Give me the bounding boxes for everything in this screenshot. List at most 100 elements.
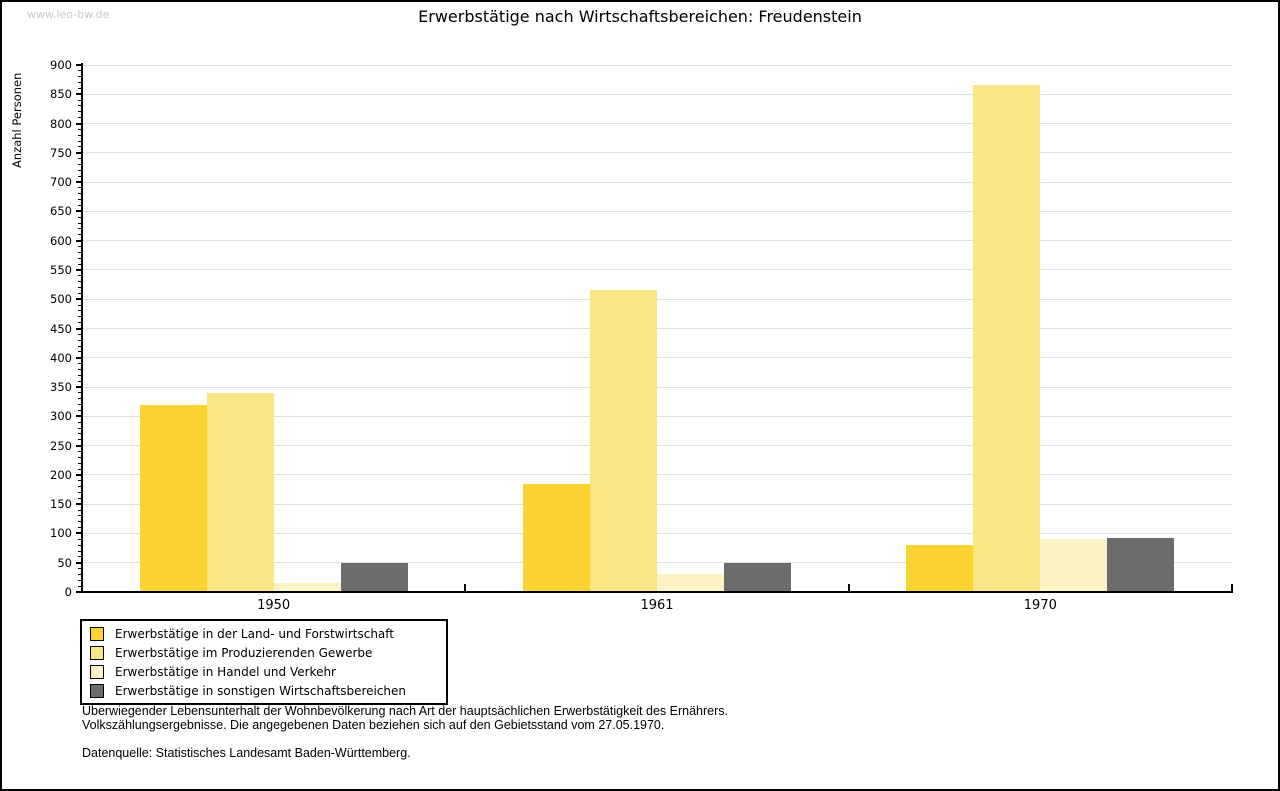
y-axis-minor-tick: [78, 117, 82, 119]
footer-line-2: Volkszählungsergebnisse. Die angegebenen…: [82, 718, 665, 732]
y-axis-minor-tick: [78, 579, 82, 581]
legend-swatch-icon: [90, 626, 104, 641]
y-axis-major-tick: [76, 356, 82, 359]
y-tick-label: 300: [50, 409, 72, 424]
bar-1961-series-3: [657, 574, 724, 592]
y-axis-minor-tick: [78, 468, 82, 470]
legend-item-4: Erwerbstätige in sonstigen Wirtschaftsbe…: [82, 681, 446, 700]
legend-swatch-icon: [90, 645, 104, 660]
y-axis-minor-tick: [78, 333, 82, 335]
y-axis-major-tick: [76, 210, 82, 213]
y-axis-minor-tick: [78, 527, 82, 529]
y-axis-minor-tick: [78, 556, 82, 558]
legend-label: Erwerbstätige in Handel und Verkehr: [115, 664, 336, 679]
y-tick-label: 0: [64, 585, 72, 599]
y-axis-minor-tick: [78, 421, 82, 423]
y-axis-line: [81, 63, 83, 593]
y-tick-label: 600: [50, 233, 72, 248]
legend-item-3: Erwerbstätige in Handel und Verkehr: [82, 662, 446, 681]
y-gridline: [83, 64, 1232, 66]
y-axis-minor-tick: [78, 281, 82, 283]
y-tick-label: 400: [50, 350, 72, 365]
y-axis-minor-tick: [78, 257, 82, 259]
watermark-url: www.leo-bw.de: [27, 8, 110, 21]
y-tick-label: 50: [57, 555, 72, 570]
y-gridline: [83, 357, 1232, 359]
y-axis-minor-tick: [78, 316, 82, 318]
y-axis-minor-tick: [78, 404, 82, 406]
legend-swatch-icon: [90, 664, 104, 679]
y-axis-minor-tick: [78, 292, 82, 294]
y-axis-minor-tick: [78, 263, 82, 265]
footer-line-1: Überwiegender Lebensunterhalt der Wohnbe…: [82, 704, 728, 718]
y-tick-label: 350: [50, 380, 72, 395]
y-gridline: [83, 298, 1232, 300]
y-axis-minor-tick: [78, 134, 82, 136]
y-axis-minor-tick: [78, 345, 82, 347]
y-tick-label: 850: [50, 87, 72, 102]
bar-1961-series-4: [724, 562, 791, 592]
y-axis-minor-tick: [78, 392, 82, 394]
y-axis-minor-tick: [78, 322, 82, 324]
y-axis-minor-tick: [78, 251, 82, 253]
y-tick-label: 750: [50, 145, 72, 160]
y-axis-major-tick: [76, 93, 82, 96]
y-axis-minor-tick: [78, 246, 82, 248]
y-axis-minor-tick: [78, 544, 82, 546]
y-axis-minor-tick: [78, 480, 82, 482]
y-tick-label: 800: [50, 116, 72, 131]
y-axis-major-tick: [76, 327, 82, 330]
y-axis-major-tick: [76, 561, 82, 564]
bar-1950-series-2: [206, 392, 274, 592]
y-axis-minor-tick: [78, 304, 82, 306]
y-axis-minor-tick: [78, 573, 82, 575]
x-axis-boundary-tick: [1231, 584, 1233, 591]
y-axis-minor-tick: [78, 164, 82, 166]
legend: Erwerbstätige in der Land- und Forstwirt…: [80, 619, 448, 705]
x-axis-boundary-tick: [847, 584, 850, 591]
y-tick-label: 500: [50, 292, 72, 307]
y-gridline: [83, 93, 1232, 95]
y-axis-minor-tick: [78, 199, 82, 201]
y-gridline: [83, 532, 1232, 534]
y-tick-label: 250: [50, 438, 72, 453]
y-axis-major-tick: [76, 151, 82, 154]
y-axis-minor-tick: [78, 205, 82, 207]
y-axis-minor-tick: [78, 374, 82, 376]
legend-label: Erwerbstätige in der Land- und Forstwirt…: [115, 626, 394, 641]
y-axis-major-tick: [76, 503, 82, 506]
y-axis-minor-tick: [78, 427, 82, 429]
x-tick-label: 1950: [257, 598, 291, 613]
y-gridline: [83, 240, 1232, 242]
y-axis-minor-tick: [78, 146, 82, 148]
y-gridline: [83, 415, 1232, 417]
y-axis-major-tick: [76, 415, 82, 418]
y-tick-label: 450: [50, 321, 72, 336]
y-axis-minor-tick: [78, 568, 82, 570]
y-axis-minor-tick: [78, 515, 82, 517]
y-axis-minor-tick: [78, 450, 82, 452]
x-axis-boundary-tick: [464, 584, 467, 591]
y-axis-minor-tick: [78, 70, 82, 72]
y-axis-minor-tick: [78, 105, 82, 107]
y-axis-minor-tick: [78, 222, 82, 224]
y-axis-minor-tick: [78, 216, 82, 218]
bar-1970-series-3: [1040, 539, 1108, 592]
y-gridline: [83, 474, 1232, 476]
y-axis-minor-tick: [78, 398, 82, 400]
legend-item-2: Erwerbstätige im Produzierenden Gewerbe: [82, 643, 446, 662]
y-tick-label: 150: [50, 497, 72, 512]
y-axis-minor-tick: [78, 486, 82, 488]
y-axis-minor-tick: [78, 491, 82, 493]
legend-item-1: Erwerbstätige in der Land- und Forstwirt…: [82, 624, 446, 643]
y-gridline: [83, 210, 1232, 212]
y-axis-minor-tick: [78, 433, 82, 435]
bar-1950-series-1: [139, 404, 207, 592]
bar-1970-series-1: [906, 545, 974, 592]
y-axis-minor-tick: [78, 351, 82, 353]
y-axis-minor-tick: [78, 111, 82, 113]
y-axis-minor-tick: [78, 380, 82, 382]
footer-notes: Überwiegender Lebensunterhalt der Wohnbe…: [82, 704, 1182, 760]
y-tick-label: 900: [50, 58, 72, 72]
y-axis-minor-tick: [78, 76, 82, 78]
